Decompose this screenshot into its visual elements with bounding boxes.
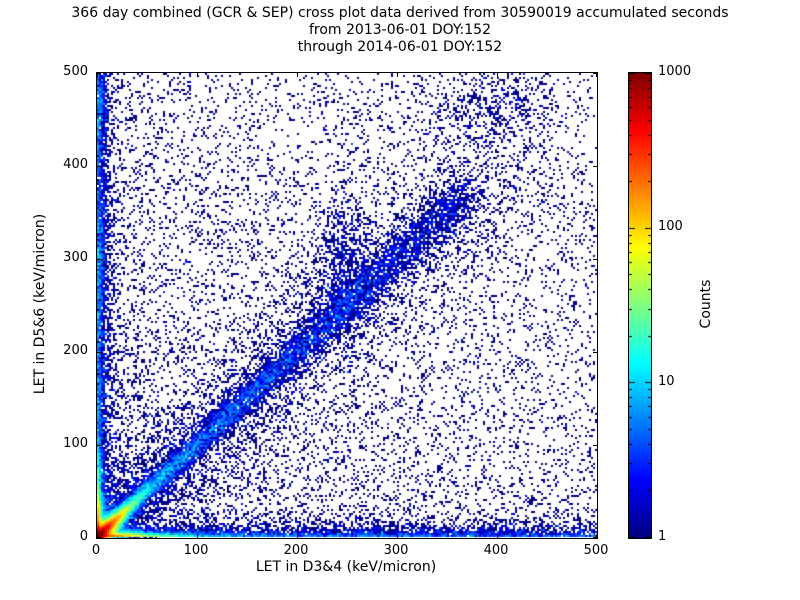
x-tick-mark xyxy=(496,73,498,77)
y-tick-mark xyxy=(97,258,101,260)
x-tick-mark xyxy=(97,534,98,538)
y-tick-mark xyxy=(97,444,101,446)
x-tick-mark xyxy=(196,73,198,77)
x-tick-mark xyxy=(296,73,298,77)
colorbar-label: Counts xyxy=(698,279,714,329)
plot-area xyxy=(96,72,598,539)
x-tick-mark xyxy=(496,534,498,538)
x-tick-mark xyxy=(196,534,198,538)
y-tick-mark xyxy=(593,351,597,353)
y-tick-mark xyxy=(97,537,101,538)
y-tick-mark xyxy=(97,165,101,167)
x-tick-label: 300 xyxy=(383,543,409,558)
y-tick-mark xyxy=(593,444,597,446)
x-tick-label: 200 xyxy=(283,543,309,558)
x-tick-mark xyxy=(396,73,398,77)
y-tick-label: 200 xyxy=(63,343,88,358)
colorbar-tick-label: 1000 xyxy=(658,64,692,79)
y-tick-mark xyxy=(593,165,597,167)
x-tick-mark xyxy=(596,534,597,538)
chart-subtitle-through: through 2014-06-01 DOY:152 xyxy=(297,39,503,55)
y-tick-mark xyxy=(97,73,101,74)
x-tick-mark xyxy=(596,73,597,77)
colorbar-tick-label: 100 xyxy=(658,219,683,234)
x-tick-mark xyxy=(296,534,298,538)
y-tick-mark xyxy=(593,258,597,260)
colorbar-gradient-canvas xyxy=(629,73,651,538)
chart-title: 366 day combined (GCR & SEP) cross plot … xyxy=(71,5,729,21)
x-tick-mark xyxy=(97,73,98,77)
scatter-heatmap-canvas xyxy=(97,73,597,538)
y-axis-label: LET in D5&6 (keV/micron) xyxy=(32,213,48,395)
y-tick-mark xyxy=(97,351,101,353)
y-tick-label: 500 xyxy=(63,64,88,79)
colorbar xyxy=(628,72,652,539)
y-tick-label: 100 xyxy=(63,436,88,451)
y-tick-label: 400 xyxy=(63,157,88,172)
chart-subtitle-from: from 2013-06-01 DOY:152 xyxy=(308,22,491,38)
y-tick-mark xyxy=(593,537,597,538)
y-tick-mark xyxy=(593,73,597,74)
x-axis-label: LET in D3&4 (keV/micron) xyxy=(255,559,437,575)
x-tick-label: 0 xyxy=(91,543,101,558)
y-tick-label: 0 xyxy=(79,529,88,544)
colorbar-tick-label: 1 xyxy=(658,529,667,544)
y-tick-label: 300 xyxy=(63,250,88,265)
colorbar-tick-label: 10 xyxy=(658,374,675,389)
x-tick-label: 500 xyxy=(583,543,609,558)
x-tick-mark xyxy=(396,534,398,538)
x-tick-label: 400 xyxy=(483,543,509,558)
x-tick-label: 100 xyxy=(183,543,209,558)
